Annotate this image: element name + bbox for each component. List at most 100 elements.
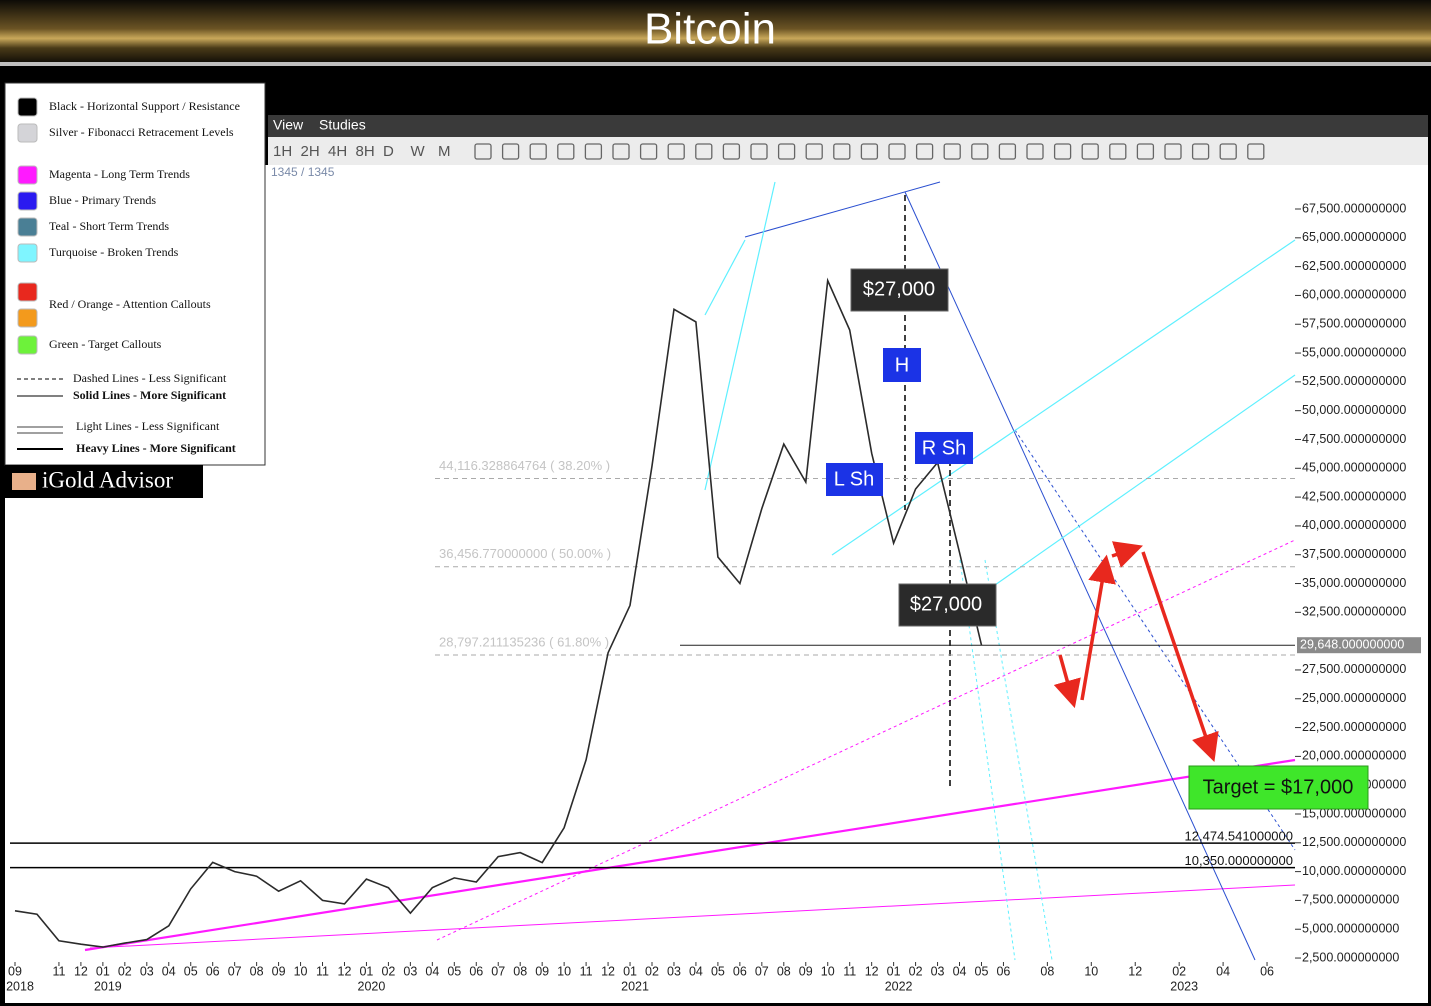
tool-icon[interactable] <box>971 143 989 160</box>
y-tick-label: 25,000.000000000 <box>1302 691 1406 705</box>
tool-icon[interactable] <box>695 143 713 160</box>
tool-icon[interactable] <box>474 143 492 160</box>
tool-icon[interactable] <box>1109 143 1127 160</box>
callout-box <box>915 432 973 464</box>
bar-counter: 1345 / 1345 <box>271 165 335 179</box>
x-tick-label: 02 <box>645 964 659 978</box>
legend-label: Red / Orange - Attention Callouts <box>49 297 211 311</box>
tool-icon[interactable] <box>915 143 934 160</box>
legend-label: Turquoise - Broken Trends <box>49 245 179 259</box>
brand-box <box>5 465 203 498</box>
y-tick-label: 67,500.000000000 <box>1302 201 1406 215</box>
x-tick-label: 03 <box>403 964 417 978</box>
support-label: 10,350.000000000 <box>1185 853 1293 868</box>
y-tick-label: 10,000.000000000 <box>1302 864 1406 878</box>
tool-icon[interactable] <box>1219 143 1237 160</box>
tool-icon[interactable] <box>860 143 879 160</box>
axes: 2,500.000000000 5,000.000000000 7,500.0000… <box>6 201 1421 993</box>
x-tick-label: 04 <box>1216 964 1230 978</box>
forecast-arrows <box>1053 541 1219 762</box>
toolbar-button[interactable]: M <box>438 143 451 160</box>
y-tick-label: 32,500.000000000 <box>1302 605 1406 619</box>
x-tick-label: 04 <box>953 964 967 978</box>
tool-icon[interactable] <box>805 143 823 160</box>
menu-item[interactable]: View <box>273 117 304 133</box>
menu-item[interactable]: Studies <box>319 117 366 133</box>
last-price-box <box>1297 637 1421 654</box>
callout: R Sh <box>922 437 966 459</box>
toolbar-button[interactable]: 4H <box>328 143 347 160</box>
arrow <box>1080 554 1116 701</box>
tool-icon[interactable] <box>888 143 906 160</box>
x-year-label: 2023 <box>1170 979 1198 993</box>
x-tick-label: 11 <box>316 964 329 978</box>
callout: H <box>895 354 909 376</box>
trend-line <box>831 239 1296 556</box>
page-title: Bitcoin <box>644 5 776 54</box>
x-tick-label: 05 <box>184 964 198 978</box>
x-tick-label: 08 <box>513 964 527 978</box>
tool-icon[interactable] <box>833 143 851 160</box>
tool-icon[interactable] <box>557 143 575 160</box>
toolbar <box>268 137 1428 165</box>
header-bar <box>0 0 1431 64</box>
tool-icon[interactable] <box>501 143 520 160</box>
tool-icon[interactable] <box>998 143 1017 160</box>
tool-icon[interactable] <box>943 143 961 160</box>
x-tick-label: 10 <box>557 964 571 978</box>
legend-label: Teal - Short Term Trends <box>49 219 169 233</box>
x-tick-label: 10 <box>1084 964 1098 978</box>
trend-line <box>904 191 1256 961</box>
arrow <box>1141 551 1219 762</box>
toolbar-button[interactable]: 8H <box>356 143 375 160</box>
tool-icon[interactable] <box>1081 143 1099 160</box>
tool-icon[interactable] <box>750 143 768 160</box>
fib-label: 36,456.770000000 ( 50.00% ) <box>439 546 611 561</box>
tool-icon[interactable] <box>1053 143 1072 160</box>
tool-icon[interactable] <box>777 143 796 160</box>
tool-icon[interactable] <box>1136 143 1155 160</box>
toolbar-button[interactable]: W <box>411 143 426 160</box>
x-tick-label: 01 <box>359 964 373 978</box>
tool-icon[interactable] <box>529 143 547 160</box>
support-label: 12,474.541000000 <box>1185 829 1293 844</box>
y-tick-label: 20,000.000000000 <box>1302 749 1406 763</box>
x-tick-label: 06 <box>1260 964 1274 978</box>
fib-label: 28,797.211135236 ( 61.80% ) <box>439 634 609 649</box>
x-tick-label: 01 <box>623 964 637 978</box>
callout: $27,000 <box>910 593 982 615</box>
tool-icon[interactable] <box>1164 143 1182 160</box>
legend-swatch <box>17 123 38 143</box>
tool-icon[interactable] <box>639 143 658 160</box>
tool-icon[interactable] <box>584 143 603 160</box>
toolbar-icons: 1H 2H 4H 8H D W M <box>273 143 1265 160</box>
trend-line <box>84 758 1296 952</box>
trend-line <box>959 559 1016 961</box>
legend-label: Green - Target Callouts <box>49 337 162 351</box>
toolbar-button[interactable]: 2H <box>301 143 320 160</box>
toolbar-button[interactable]: 1H <box>273 143 292 160</box>
y-tick-label: 27,500.000000000 <box>1302 662 1406 676</box>
target-callout: Target = $17,000 <box>1203 776 1354 798</box>
toolbar-button[interactable]: D <box>383 143 394 160</box>
tool-icon[interactable] <box>1247 143 1265 160</box>
y-tick-label: 50,000.000000000 <box>1302 403 1406 417</box>
y-tick-label: 7,500.000000000 <box>1302 893 1399 907</box>
tool-icon[interactable] <box>667 143 685 160</box>
tool-icon[interactable] <box>612 143 630 160</box>
x-tick-label: 09 <box>535 964 549 978</box>
y-tick-label: 37,500.000000000 <box>1302 547 1406 561</box>
tool-icon[interactable] <box>1191 143 1210 160</box>
legend <box>4 82 266 466</box>
trend-line <box>704 181 776 491</box>
x-year-label: 2019 <box>94 979 122 993</box>
x-tick-label: 08 <box>250 964 264 978</box>
tool-icon[interactable] <box>722 143 741 160</box>
y-tick-label: 15,000.000000000 <box>1302 806 1406 820</box>
y-tick-label: 2,500.000000000 <box>1302 950 1399 964</box>
tool-icon[interactable] <box>1026 143 1044 160</box>
last-price-label: 29,648.000000000 <box>1300 637 1404 651</box>
y-tick-label: 40,000.000000000 <box>1302 518 1406 532</box>
legend-swatch <box>17 217 38 237</box>
x-year-label: 2021 <box>621 979 649 993</box>
